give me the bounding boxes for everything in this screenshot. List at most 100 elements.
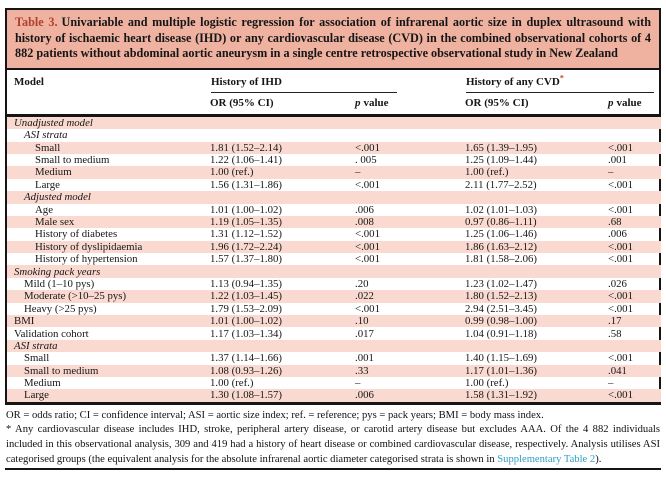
or-cell: 2.94 (2.51–3.45) (465, 302, 537, 315)
column-header-model: Model (14, 75, 44, 88)
p-cell: <.001 (608, 178, 633, 191)
p-cell: <.001 (608, 352, 633, 365)
p-cell: <.001 (355, 302, 380, 315)
p-cell: <.001 (608, 203, 633, 216)
p-cell: <.001 (608, 240, 633, 253)
section-label: Unadjusted model (14, 116, 93, 129)
table-row: History of hypertension 1.57 (1.37–1.80) <… (7, 253, 661, 265)
p-cell: .20 (355, 277, 369, 290)
section-label: ASI strata (24, 129, 68, 142)
p-cell: <.001 (355, 240, 380, 253)
group-cvd-label: History of any CVD (466, 75, 560, 88)
footnote-asterisk-marker: * (559, 73, 564, 83)
table-row: Small to medium 1.08 (0.93–1.26) .33 1.17 (… (7, 364, 661, 377)
model-cell: Small (24, 352, 50, 365)
table-row: Medium 1.00 (ref.) – 1.00 (ref.) – (7, 166, 661, 179)
section-row: ASI strata (7, 339, 661, 353)
or-cell: 1.40 (1.15–1.69) (465, 352, 537, 365)
table-row: Validation cohort 1.17 (1.03–1.34) .017 1.0… (7, 327, 661, 340)
or-cell: 1.37 (1.14–1.66) (210, 352, 282, 365)
or-cell: 1.86 (1.63–2.12) (465, 240, 537, 253)
section-row: Smoking pack years (7, 265, 661, 278)
or-cell: 1.25 (1.09–1.44) (465, 154, 537, 167)
note-marker: * (6, 424, 12, 436)
p-cell: <.001 (355, 253, 380, 266)
note-suffix: ). (595, 453, 602, 465)
table-row: Large 1.56 (1.31–1.86) <.001 2.11 (1.77–2.5… (7, 179, 661, 191)
column-header-p-cvd: p value (608, 94, 661, 116)
p-cell: .008 (355, 216, 374, 228)
p-cell: .022 (355, 290, 374, 303)
or-cell: 1.01 (1.00–1.02) (210, 203, 282, 216)
p-cell: – (355, 377, 361, 390)
or-cell: 1.65 (1.39–1.95) (465, 141, 537, 154)
or-cell: 1.00 (ref.) (210, 166, 254, 179)
column-header-or-ihd: OR (95% CI) (210, 96, 274, 109)
model-cell: Moderate (>10–25 pys) (24, 290, 127, 303)
or-cell: 1.01 (1.00–1.02) (210, 315, 282, 328)
column-header-or-cvd: OR (95% CI) (465, 96, 529, 109)
p-cell: .33 (355, 364, 369, 377)
table-row: Heavy (>25 pys) 1.79 (1.53–2.09) <.001 2.94… (7, 303, 661, 315)
or-cell: 1.31 (1.12–1.52) (210, 228, 282, 241)
or-cell: 1.30 (1.08–1.57) (210, 389, 282, 402)
p-cell: .017 (355, 327, 374, 340)
bottom-rule (5, 468, 661, 471)
column-header-p-ihd: p value (355, 94, 465, 116)
section-row: Unadjusted model (7, 115, 661, 130)
or-cell: 1.22 (1.03–1.45) (210, 290, 282, 303)
table-row: History of dyslipidaemia 1.96 (1.72–2.24)… (7, 240, 661, 254)
model-cell: Small to medium (24, 364, 99, 377)
p-italic: p (355, 96, 361, 109)
p-cell: .006 (608, 228, 627, 241)
table-row: History of diabetes 1.31 (1.12–1.52) <.001… (7, 228, 661, 240)
or-cell: 1.22 (1.06–1.41) (210, 154, 282, 167)
p-cell: <.001 (355, 228, 380, 241)
p-cell: .17 (608, 315, 622, 328)
model-cell: Mild (1–10 pys) (24, 277, 95, 290)
table-frame: Table 3. Univariable and multiple logisti… (5, 8, 661, 405)
p-cell: <.001 (355, 178, 380, 191)
or-cell: 1.57 (1.37–1.80) (210, 253, 282, 266)
p-cell: <.001 (608, 253, 633, 266)
model-cell: History of diabetes (35, 228, 118, 241)
p-cell: <.001 (608, 141, 633, 154)
section-label: Adjusted model (24, 191, 91, 204)
or-cell: 0.97 (0.86–1.11) (465, 216, 537, 228)
p-rest: value (616, 96, 642, 109)
model-cell: BMI (14, 315, 35, 328)
or-cell: 1.08 (0.93–1.26) (210, 364, 282, 377)
model-cell: Medium (24, 377, 61, 390)
table-body: Unadjusted model ASI strata Small 1.81 (1… (7, 115, 661, 402)
or-cell: 1.19 (1.05–1.35) (210, 216, 282, 228)
model-cell: Large (24, 389, 49, 402)
table-3-panel: Table 3. Univariable and multiple logisti… (5, 8, 661, 471)
column-group-ihd: History of IHD (210, 70, 465, 94)
p-rest: value (363, 96, 389, 109)
p-cell: – (355, 166, 361, 179)
or-cell: 0.99 (0.98–1.00) (465, 315, 537, 328)
table-title: Table 3. Univariable and multiple logisti… (7, 10, 659, 70)
model-cell: Small (35, 141, 61, 154)
model-cell: Validation cohort (14, 327, 89, 340)
model-cell: History of hypertension (35, 253, 138, 266)
table-row: Moderate (>10–25 pys) 1.22 (1.03–1.45) .02… (7, 290, 661, 303)
column-group-cvd: History of any CVD* (465, 70, 661, 94)
or-cell: 1.79 (1.53–2.09) (210, 302, 282, 315)
p-italic: p (608, 96, 614, 109)
model-cell: Male sex (35, 216, 75, 228)
or-cell: 1.00 (ref.) (465, 377, 509, 390)
p-cell: <.001 (608, 302, 633, 315)
or-cell: 1.00 (ref.) (210, 377, 254, 390)
supplementary-table-2-link[interactable]: Supplementary Table 2 (497, 453, 596, 465)
or-cell: 1.17 (1.01–1.36) (465, 364, 537, 377)
table-row: Medium 1.00 (ref.) – 1.00 (ref.) – (7, 377, 661, 389)
p-cell: .10 (355, 315, 369, 328)
note-text: Any cardiovascular disease includes IHD,… (6, 424, 660, 465)
table-row: Age 1.01 (1.00–1.02) .006 1.02 (1.01–1.03) <… (7, 204, 661, 216)
table-header: Model History of IHD History of any CVD*… (7, 70, 661, 116)
model-cell: Heavy (>25 pys) (24, 302, 97, 315)
table-row: Small 1.37 (1.14–1.66) .001 1.40 (1.15–1.69… (7, 352, 661, 364)
p-cell: <.001 (608, 290, 633, 303)
p-cell: .001 (608, 154, 627, 167)
